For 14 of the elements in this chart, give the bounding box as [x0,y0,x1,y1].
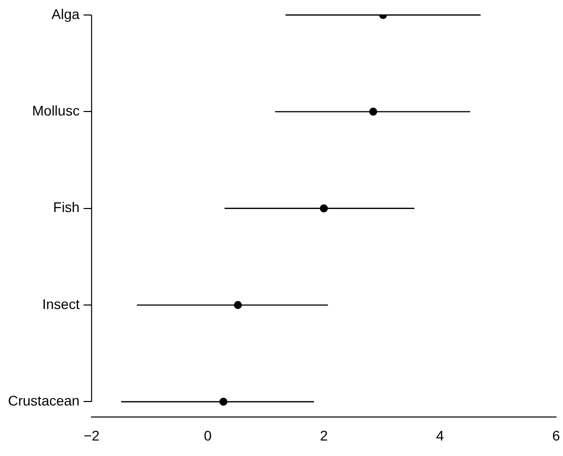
x-tick-label: 4 [436,427,444,444]
y-tick-label: Mollusc [32,102,80,119]
point [369,108,378,116]
y-tick-label: Alga [52,6,80,22]
y-tick-label: Insect [42,296,80,312]
x-tick-label: 2 [320,427,328,444]
x-tick-label: −2 [84,427,100,444]
point [234,301,242,310]
x-tick-label: 0 [204,427,212,444]
x-tick-label: 6 [552,427,560,444]
point [219,398,228,406]
point [320,204,328,212]
y-tick-label: Fish [53,199,80,216]
y-tick-label: Crustacean [8,392,80,409]
